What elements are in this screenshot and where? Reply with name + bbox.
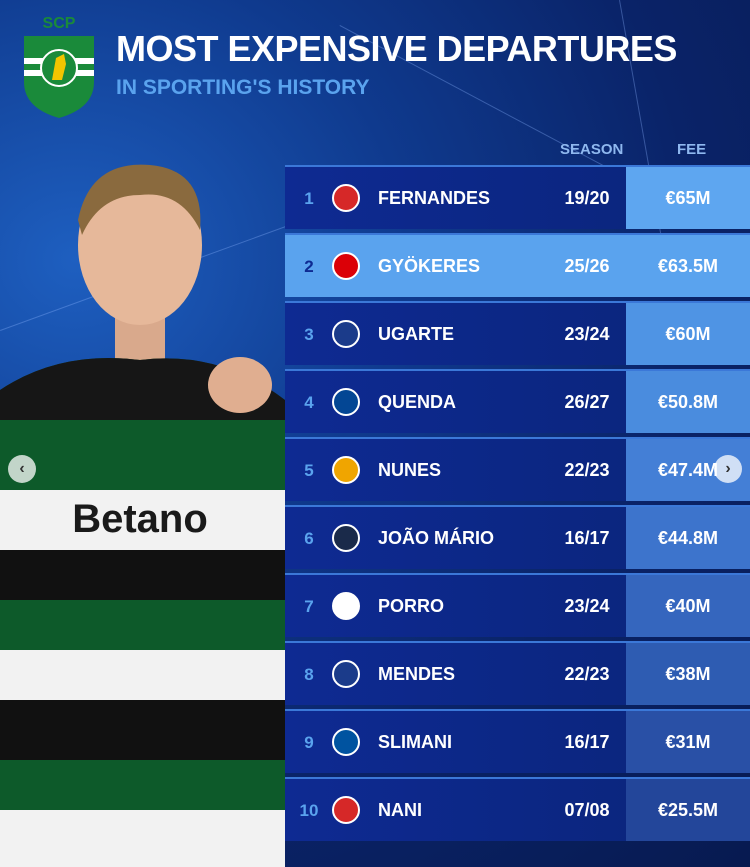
carousel-next-button[interactable]: › [714,455,742,483]
player-name: SLIMANI [378,732,452,752]
player-name: NANI [378,800,422,820]
season: 23/24 [564,596,610,616]
rank: 7 [304,597,314,616]
fee: €25.5M [626,779,750,841]
table-row: 10 NANI 07/08 €25.5M [285,777,750,841]
wolves-crest-icon [332,456,360,484]
table-row: 7 PORRO 23/24 €40M [285,573,750,637]
fee: €63.5M [657,255,719,276]
player-name: MENDES [378,664,456,684]
table-row: 5 NUNES 22/23 €47.4M [285,437,750,501]
player-name: JOÃO MÁRIO [378,528,495,548]
table-row: 8 MENDES 22/23 €38M [285,641,750,705]
season: 16/17 [564,528,610,548]
player-name: FERNANDES [378,188,491,208]
season-header: SEASON [560,141,624,158]
fee: €44.8M [626,507,750,569]
arsenal-crest-icon [332,252,360,280]
rank: 4 [304,393,314,412]
manchester-united-crest-icon [332,796,360,824]
sponsor-text: Betano [72,497,208,541]
manchester-united-crest-icon [332,184,360,212]
season: 16/17 [564,732,610,752]
rank: 6 [304,529,314,548]
player-name: UGARTE [378,324,454,344]
chelsea-crest-icon [332,388,360,416]
rank: 8 [304,665,314,684]
page-subtitle: IN SPORTING'S HISTORY [116,76,370,99]
player-name: GYÖKERES [378,256,481,276]
psg-crest-icon [332,660,360,688]
psg-crest-icon [332,320,360,348]
table-row: 6 JOÃO MÁRIO 16/17 €44.8M [285,505,750,569]
tottenham-crest-icon [332,592,360,620]
player-photo: Betano [0,160,285,867]
page-title: MOST EXPENSIVE DEPARTURES [116,28,677,69]
svg-text:SCP: SCP [43,15,76,32]
season: 07/08 [564,800,610,820]
inter-crest-icon [332,524,360,552]
table-row: 3 UGARTE 23/24 €60M [285,301,750,365]
fee: €50.8M [626,371,750,433]
table-row: 1 FERNANDES 19/20 €65M [285,165,750,229]
player-name: PORRO [378,596,445,616]
fee: €40M [626,575,750,637]
rank: 10 [299,801,319,820]
fee: €60M [626,303,750,365]
player-name: NUNES [378,460,442,480]
player-name: QUENDA [378,392,457,412]
table-row: 4 QUENDA 26/27 €50.8M [285,369,750,433]
season: 19/20 [564,188,610,208]
season: 26/27 [564,392,610,412]
fee: €31M [626,711,750,773]
sporting-logo: SCP [24,15,94,118]
season: 25/26 [564,256,610,276]
leicester-crest-icon [332,728,360,756]
fee: €65M [626,167,750,229]
rank: 5 [304,461,314,480]
table-row: 2 GYÖKERES 25/26 €63.5M [285,233,750,297]
season: 22/23 [564,460,610,480]
season: 22/23 [564,664,610,684]
rank: 3 [304,325,314,344]
fee-header: FEE [677,141,707,158]
table-row: 9 SLIMANI 16/17 €31M [285,709,750,773]
rank: 1 [304,189,314,208]
fee: €38M [626,643,750,705]
carousel-prev-button[interactable]: ‹ [8,455,36,483]
season: 23/24 [564,324,610,344]
rank: 2 [304,257,314,276]
rank: 9 [304,733,314,752]
